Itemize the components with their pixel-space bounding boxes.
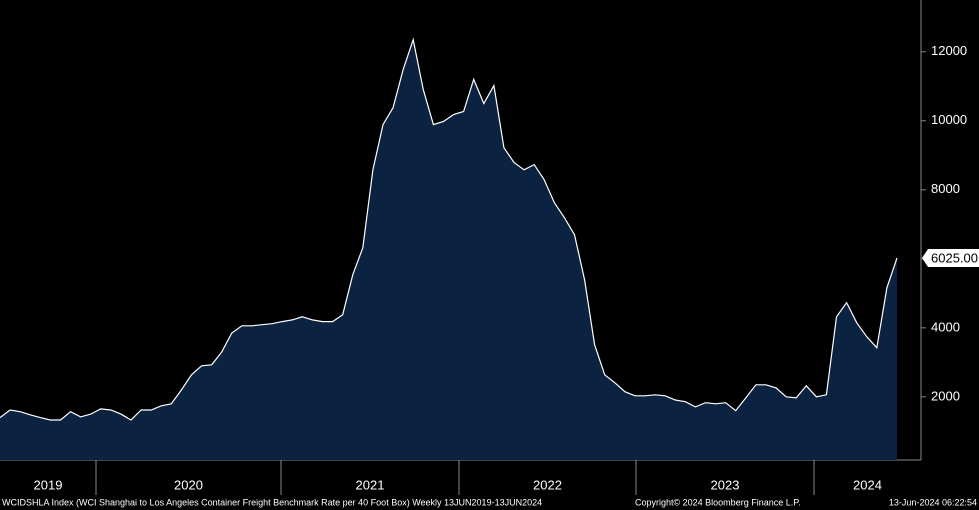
x-tick-label: 2023 [711, 477, 740, 492]
footer-center: Copyright© 2024 Bloomberg Finance L.P. [635, 497, 801, 507]
y-tick-label: 10000 [931, 112, 967, 127]
line [0, 37, 898, 421]
y-tick-label: 4000 [931, 319, 960, 334]
y-tick-label: 2000 [931, 388, 960, 403]
x-tick-label: 2020 [174, 477, 203, 492]
x-tick-label: 2022 [533, 477, 562, 492]
y-tick-label: 8000 [931, 181, 960, 196]
footer-left: WCIDSHLA Index (WCI Shanghai to Los Ange… [2, 497, 542, 507]
x-tick-label: 2021 [356, 477, 385, 492]
x-tick-label: 2024 [853, 477, 882, 492]
area [0, 39, 897, 460]
y-tick-label: 12000 [931, 43, 967, 58]
value-label: 6025.00 [931, 250, 978, 265]
value-tag [922, 248, 979, 267]
x-tick-label: 2019 [34, 477, 63, 492]
footer-right: 13-Jun-2024 06:22:54 [889, 497, 977, 507]
